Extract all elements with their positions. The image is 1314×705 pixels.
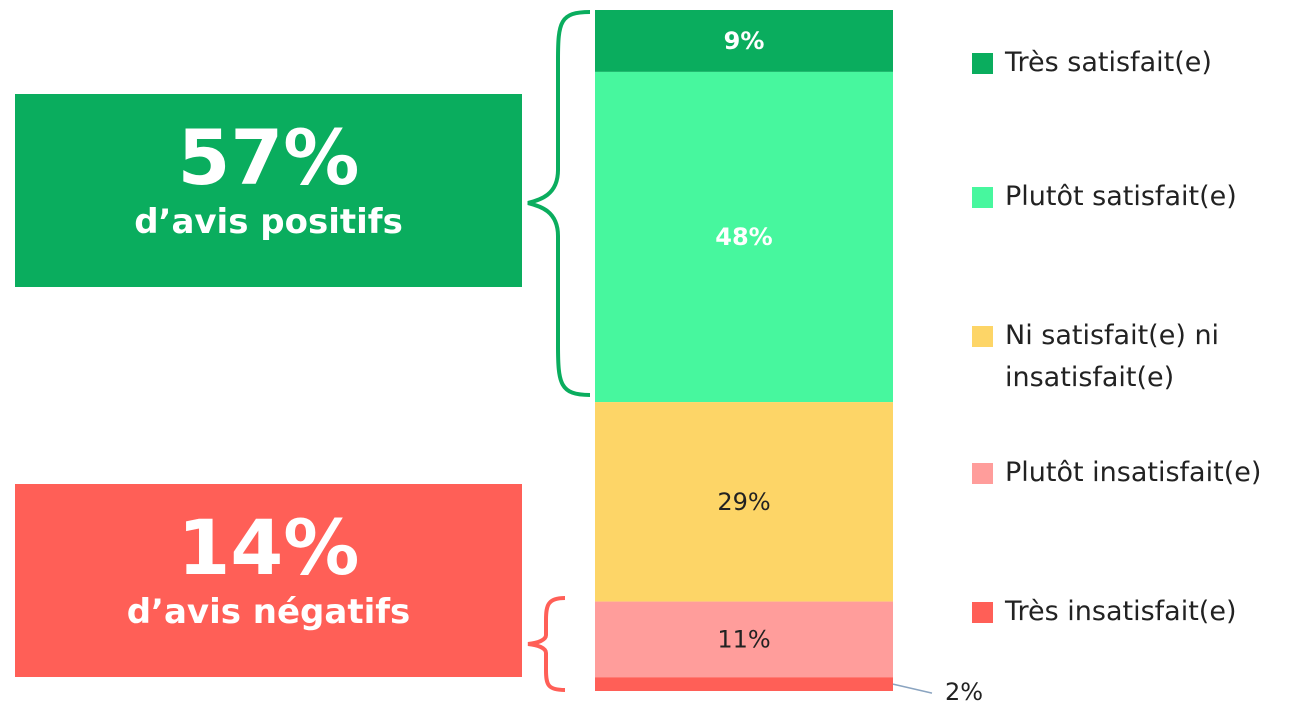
bar-segment: [595, 677, 893, 691]
value-label: 2%: [945, 678, 983, 705]
legend-swatch: [972, 326, 993, 347]
legend-swatch: [972, 187, 993, 208]
summary-box: 57% d’avis positifs: [15, 94, 522, 287]
bar-segment: [595, 402, 893, 602]
legend-item: Très insatisfait(e): [972, 591, 1312, 633]
legend-label: Ni satisfait(e) ni insatisfait(e): [1005, 320, 1220, 393]
value-label: 11%: [717, 625, 770, 653]
summary-text: d’avis positifs: [134, 202, 403, 242]
legend-label: Plutôt insatisfait(e): [1005, 457, 1262, 488]
summary-text: d’avis négatifs: [126, 592, 411, 632]
summary-value: 14%: [177, 503, 360, 592]
bar-segment: [595, 601, 893, 678]
legend-label: Très insatisfait(e): [1005, 596, 1237, 627]
value-label: 9%: [724, 27, 765, 55]
legend-swatch: [972, 602, 993, 623]
legend-item: Plutôt satisfait(e): [972, 176, 1312, 218]
legend-item: Ni satisfait(e) ni insatisfait(e): [972, 315, 1262, 399]
legend-item: Plutôt insatisfait(e): [972, 452, 1312, 494]
legend-label: Plutôt satisfait(e): [1005, 181, 1237, 212]
bar-segment: [595, 71, 893, 403]
bar-segment: [595, 10, 893, 72]
value-label: 29%: [717, 488, 770, 516]
legend-item: Très satisfait(e): [972, 42, 1312, 84]
summary-box: 14% d’avis négatifs: [15, 484, 522, 677]
value-label: 48%: [715, 223, 772, 251]
leader-line: [892, 683, 933, 694]
legend-swatch: [972, 53, 993, 74]
summary-value: 57%: [177, 113, 360, 202]
legend-label: Très satisfait(e): [1005, 47, 1212, 78]
brace-negative: [527, 596, 566, 692]
brace-positive: [527, 10, 591, 397]
legend-swatch: [972, 463, 993, 484]
